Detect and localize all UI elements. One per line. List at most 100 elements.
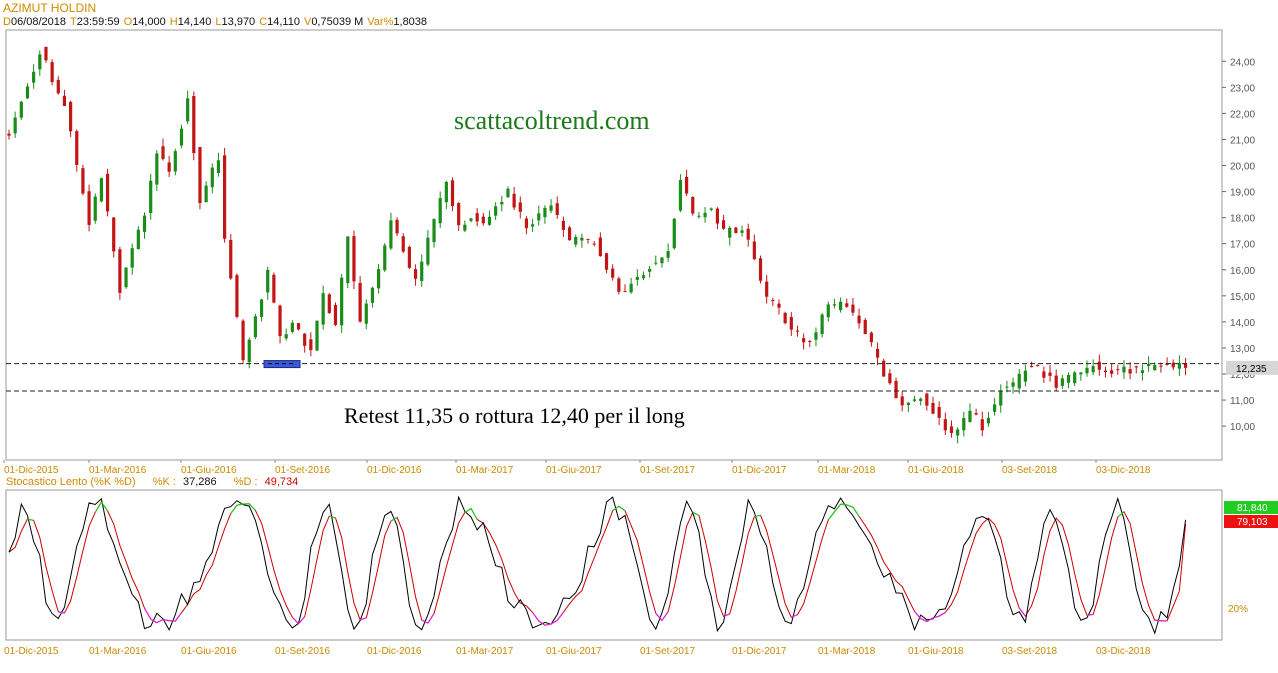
price-candle-body	[1135, 366, 1138, 367]
price-candle-body	[1018, 374, 1021, 388]
price-candle-body	[297, 323, 300, 329]
stochastic-title: Stocastico Lento (%K %D)	[6, 476, 136, 488]
price-y-tick-label: 15,00	[1230, 292, 1255, 303]
price-candle-body	[451, 180, 454, 206]
price-candle-body	[408, 247, 411, 268]
price-candle-body	[20, 102, 23, 118]
price-x-tick-label: 01-Giu-2017	[546, 465, 602, 476]
stochastic-x-tick-label: 01-Dic-2016	[367, 646, 422, 657]
price-candle-body	[999, 391, 1002, 406]
price-candle-body	[513, 194, 516, 208]
stochastic-overbought-segment	[841, 504, 847, 505]
price-candle-body	[1159, 366, 1162, 367]
price-x-tick-label: 01-Mar-2018	[818, 465, 876, 476]
price-candle-body	[260, 300, 263, 317]
stochastic-oversold-segment	[662, 612, 668, 621]
price-candle-body	[1153, 365, 1156, 370]
price-candle-body	[1061, 378, 1064, 386]
price-candle-body	[402, 236, 405, 251]
price-candle-body	[131, 248, 134, 267]
price-candle-body	[747, 229, 750, 240]
price-candle-body	[537, 213, 540, 220]
price-candle-body	[198, 147, 201, 203]
price-candle-body	[106, 174, 109, 212]
stochastic-x-tick-label: 01-Mar-2016	[89, 646, 147, 657]
price-candle-body	[586, 239, 589, 240]
price-candle-body	[500, 202, 503, 204]
price-candle-body	[710, 208, 713, 209]
stochastic-k-last: 81,840	[1237, 503, 1268, 514]
info-value: 23:59:59	[77, 16, 120, 28]
price-candle-body	[833, 304, 836, 305]
price-candle-body	[771, 300, 774, 301]
price-candle-body	[562, 221, 565, 230]
price-x-tick-label: 03-Set-2018	[1002, 465, 1057, 476]
price-candle-body	[168, 162, 171, 171]
stochastic-overbought-segment	[853, 507, 859, 516]
price-candle-body	[266, 270, 269, 293]
stochastic-d-last: 79,103	[1237, 517, 1268, 528]
price-candle-body	[63, 96, 66, 106]
stochastic-x-tick-label: 01-Dic-2017	[732, 646, 787, 657]
price-candle-body	[777, 304, 780, 308]
price-candle-body	[137, 230, 140, 249]
price-candle-body	[205, 186, 208, 203]
stochastic-x-tick-label: 03-Set-2018	[1002, 646, 1057, 657]
price-candle-body	[118, 249, 121, 293]
price-candle-body	[636, 277, 639, 280]
price-candle-body	[919, 399, 922, 401]
price-candle-body	[543, 208, 546, 217]
price-candle-body	[278, 305, 281, 336]
price-candle-body	[716, 209, 719, 224]
price-y-tick-label: 20,00	[1230, 162, 1255, 173]
stochastic-x-tick-label: 01-Mar-2018	[818, 646, 876, 657]
last-price-value: 12,235	[1236, 364, 1267, 375]
stochastic-overbought-segment	[828, 512, 834, 520]
price-candle-body	[180, 129, 183, 146]
price-candle-body	[549, 205, 552, 210]
price-candle-body	[759, 258, 762, 280]
price-candle-body	[32, 72, 35, 83]
stochastic-oversold-segment	[292, 617, 298, 623]
price-candle-body	[753, 241, 756, 259]
price-candle-body	[703, 213, 706, 217]
price-candle-body	[75, 131, 78, 165]
stochastic-oversold-segment	[939, 613, 945, 617]
info-value: 14,000	[132, 16, 166, 28]
price-candle-body	[229, 240, 232, 278]
price-candle-body	[174, 151, 177, 171]
stochastic-x-tick-label: 01-Set-2017	[640, 646, 695, 657]
price-candle-body	[340, 278, 343, 326]
price-candle-body	[851, 305, 854, 313]
price-candle-body	[389, 220, 392, 248]
price-candle-body	[463, 225, 466, 231]
price-candle-body	[1122, 367, 1125, 373]
price-y-tick-label: 10,00	[1230, 422, 1255, 433]
price-candle-body	[494, 206, 497, 215]
stochastic-oversold-segment	[533, 613, 539, 621]
info-key: D	[3, 16, 11, 28]
price-candle-body	[790, 317, 793, 330]
stochastic-oversold-segment	[1019, 608, 1025, 616]
price-candle-body	[593, 244, 596, 245]
stochastic-k-line	[9, 497, 1186, 633]
price-x-tick-label: 01-Dic-2016	[367, 465, 422, 476]
stochastic-oversold-segment	[1087, 614, 1093, 615]
price-y-tick-label: 11,00	[1230, 396, 1255, 407]
price-candle-body	[1036, 365, 1039, 366]
price-candle-body	[925, 394, 928, 406]
price-candle-body	[457, 203, 460, 225]
price-candle-body	[525, 219, 528, 229]
price-candle-body	[445, 182, 448, 202]
price-candle-body	[993, 404, 996, 411]
stochastic-oversold-segment	[157, 620, 163, 623]
stochastic-oversold-segment	[175, 613, 181, 621]
info-key: H	[170, 16, 178, 28]
price-candle-body	[439, 198, 442, 223]
price-candle-body	[944, 419, 947, 430]
info-key: T	[70, 16, 77, 28]
price-candle-body	[611, 269, 614, 278]
price-candle-body	[827, 304, 830, 317]
